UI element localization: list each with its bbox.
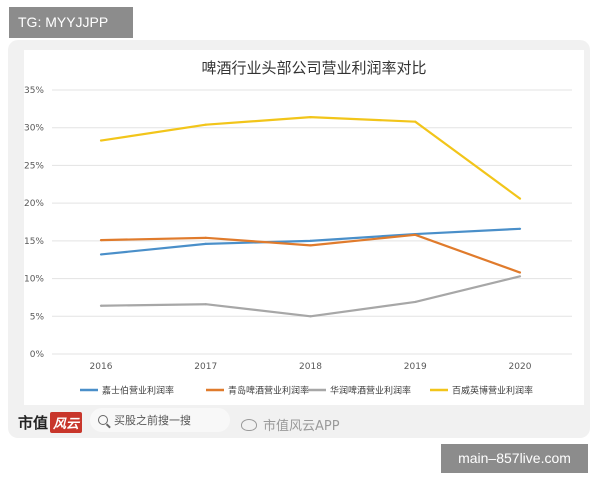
x-tick-label: 2016 [90,362,113,372]
data-point [518,197,522,200]
data-point [204,123,207,126]
data-point [309,116,312,119]
y-tick-label: 35% [24,86,44,96]
tg-label: TG: MYYJJPP [9,7,133,38]
weibo-text: 市值风云APP [263,419,340,434]
data-point [414,233,417,236]
y-axis-ticks: 0% 5% 10% 15% 20% 25% 30% 35% [24,86,44,360]
y-tick-label: 0% [30,350,45,360]
data-point [204,236,207,239]
search-pill-text: 买股之前搜一搜 [114,414,191,427]
gridlines [52,89,572,355]
data-point [204,242,207,245]
y-tick-label: 20% [24,199,44,209]
x-tick-label: 2017 [194,362,217,372]
chart-legend: 嘉士伯营业利润率 青岛啤酒营业利润率 华润啤酒营业利润率 百威英博营业利润率 [80,385,533,397]
series-line [100,275,521,318]
y-tick-label: 5% [30,312,45,322]
legend-label: 华润啤酒营业利润率 [330,385,411,397]
chart-title: 啤酒行业头部公司营业利润率对比 [201,59,426,77]
search-pill[interactable]: 买股之前搜一搜 [90,408,230,432]
legend-item: 嘉士伯营业利润率 [80,385,174,397]
y-tick-label: 10% [24,275,44,285]
data-point [99,253,103,256]
data-point [414,120,417,123]
operating-margin-line-chart: 啤酒行业头部公司营业利润率对比 0% 5% 10% 15% 20% 25% 30% 35% 2… [24,59,572,397]
y-tick-label: 25% [24,161,44,171]
data-point [309,244,312,247]
series-line [100,116,521,200]
legend-label: 青岛啤酒营业利润率 [228,385,309,397]
data-point [99,239,103,242]
series-lines [99,116,522,318]
x-tick-label: 2019 [404,362,427,372]
data-point [518,275,522,278]
data-point [518,271,522,274]
data-point [518,227,522,230]
data-point [414,300,417,304]
brand-mark: 风云 [50,412,83,433]
search-icon [98,415,108,425]
brand-text: 市值 [18,414,49,432]
data-point [99,139,103,142]
y-tick-label: 15% [24,237,44,247]
weibo-icon [241,418,257,431]
legend-label: 百威英博营业利润率 [452,385,533,397]
footer-bar: 市值 风云 买股之前搜一搜 市值风云APP [8,402,590,438]
weibo-tag: 市值风云APP [241,415,340,434]
x-tick-label: 2020 [509,362,532,372]
legend-item: 百威英博营业利润率 [430,385,533,397]
data-point [309,315,312,318]
data-point [99,304,103,307]
legend-label: 嘉士伯营业利润率 [102,385,174,397]
y-tick-label: 30% [24,124,44,134]
chart-area: 啤酒行业头部公司营业利润率对比 0% 5% 10% 15% 20% 25% 30% 35% 2… [24,50,584,405]
data-point [204,303,207,306]
legend-item: 华润啤酒营业利润率 [308,385,411,397]
site-label: main–857live.com [441,444,588,473]
x-tick-label: 2018 [299,362,322,372]
legend-item: 青岛啤酒营业利润率 [206,385,309,397]
data-point [309,239,312,242]
x-axis-ticks: 2016 2017 2018 2019 2020 [90,362,532,372]
brand-logo: 市值 风云 [18,412,83,433]
